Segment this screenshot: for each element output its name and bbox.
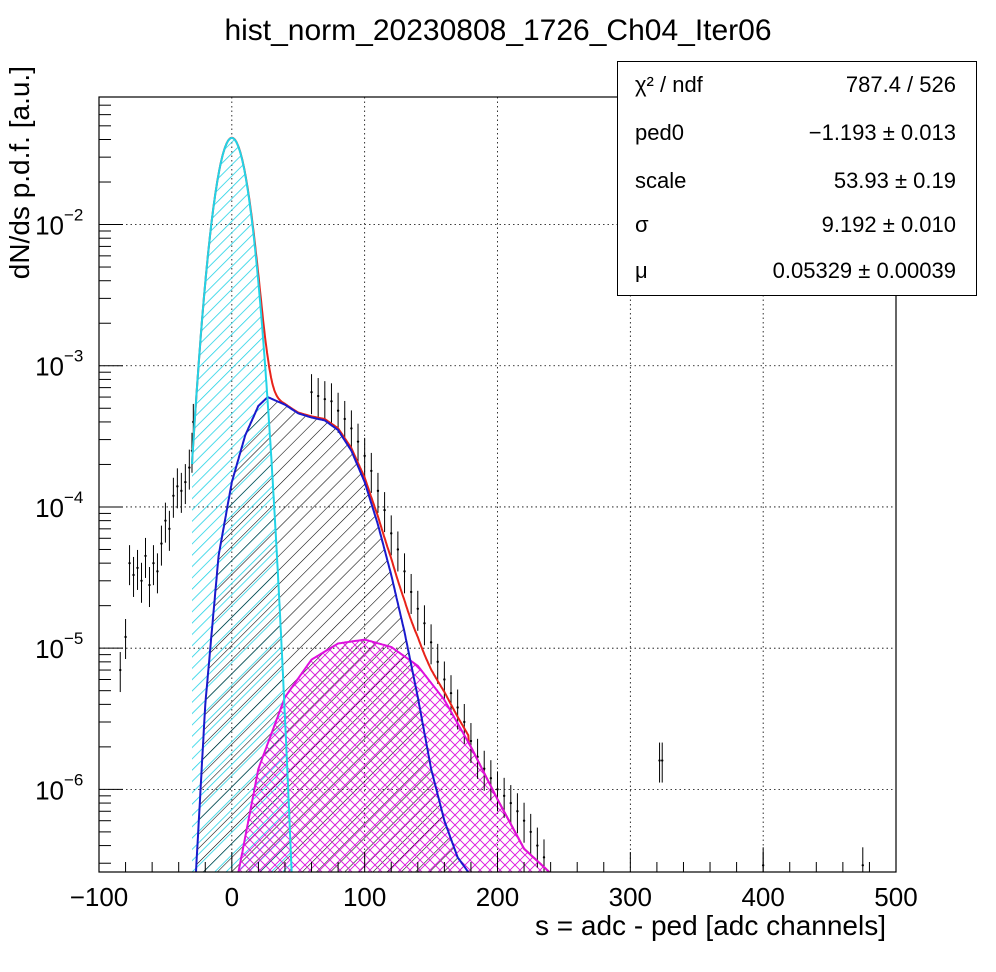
data-point <box>509 801 512 805</box>
data-point <box>136 566 139 570</box>
y-tick-label: 10 <box>35 211 64 241</box>
stats-row-mu: μ 0.05329 ± 0.00039 <box>635 258 956 288</box>
y-tick-label: 10 <box>35 352 64 382</box>
data-point <box>429 641 433 644</box>
x-tick-label: 400 <box>741 882 784 912</box>
stats-value: −1.193 ± 0.013 <box>808 120 956 145</box>
data-point <box>152 561 155 565</box>
data-point <box>148 583 151 587</box>
x-tick-label: 0 <box>225 882 239 912</box>
stats-row-sigma: σ 9.192 ± 0.010 <box>635 212 956 242</box>
x-tick-label: −100 <box>70 882 129 912</box>
data-point <box>483 767 486 770</box>
stats-key: σ <box>635 212 649 237</box>
data-point <box>661 759 664 762</box>
data-point <box>156 570 159 573</box>
data-point <box>658 759 661 762</box>
data-point <box>436 660 439 664</box>
y-tick-exponent: −5 <box>64 629 83 648</box>
data-point <box>128 561 131 565</box>
stats-key: χ² / ndf <box>635 72 703 97</box>
stats-value: 9.192 ± 0.010 <box>821 212 956 237</box>
data-point <box>330 400 333 403</box>
data-point <box>343 417 346 421</box>
y-tick-label: 10 <box>35 493 64 523</box>
stats-key: μ <box>635 258 648 283</box>
data-point <box>522 819 526 822</box>
data-point <box>390 532 393 535</box>
pedestal-curve <box>191 137 293 872</box>
x-tick-label: 500 <box>874 882 917 912</box>
data-point <box>180 489 183 493</box>
data-point <box>336 409 340 412</box>
data-point <box>144 554 147 558</box>
data-point <box>119 668 122 672</box>
data-point <box>140 579 143 582</box>
data-point <box>164 519 167 522</box>
data-point <box>176 485 179 488</box>
data-point <box>861 864 864 867</box>
data-point <box>456 706 459 709</box>
x-tick-label: 100 <box>343 882 386 912</box>
data-point <box>423 622 426 625</box>
data-point <box>516 810 519 813</box>
y-tick-label: 10 <box>35 775 64 805</box>
single-pe-curve <box>195 395 470 872</box>
stats-row-scale: scale 53.93 ± 0.19 <box>635 168 956 198</box>
data-point <box>409 590 413 594</box>
double-pe-fill <box>238 639 550 872</box>
stats-row-chi2: χ² / ndf 787.4 / 526 <box>635 72 956 102</box>
stats-value: 0.05329 ± 0.00039 <box>772 258 956 283</box>
fit-stats-box: χ² / ndf 787.4 / 526 ped0 −1.193 ± 0.013… <box>617 61 977 296</box>
x-axis-label: s = adc - ped [adc channels] <box>535 910 886 941</box>
data-point <box>502 794 506 798</box>
data-point <box>132 573 135 577</box>
data-point <box>168 527 171 531</box>
data-point <box>356 440 360 443</box>
data-point <box>160 542 163 545</box>
chart-title: hist_norm_20230808_1726_Ch04_Iter06 <box>224 14 772 47</box>
stats-value: 787.4 / 526 <box>845 72 956 97</box>
y-tick-exponent: −6 <box>64 770 83 789</box>
data-point <box>469 739 473 743</box>
data-point <box>463 720 466 724</box>
stats-key: scale <box>635 168 687 193</box>
data-point <box>363 454 366 458</box>
data-point <box>124 635 127 639</box>
data-point <box>383 508 386 512</box>
data-point <box>370 469 373 473</box>
data-point <box>350 427 353 430</box>
data-point <box>403 570 406 573</box>
data-point <box>529 830 532 834</box>
stats-value: 53.93 ± 0.19 <box>833 168 956 193</box>
data-point <box>443 678 446 681</box>
data-point <box>536 844 539 847</box>
data-point <box>184 480 187 484</box>
stats-key: ped0 <box>635 120 684 145</box>
data-point <box>310 390 313 394</box>
data-point <box>489 777 493 780</box>
data-point <box>496 788 499 791</box>
x-tick-label: 300 <box>609 882 652 912</box>
y-tick-exponent: −2 <box>64 206 83 225</box>
y-axis-label: dN/ds p.d.f. [a.u.] <box>4 66 35 280</box>
data-point <box>542 856 546 859</box>
x-tick-label: 200 <box>476 882 519 912</box>
data-point <box>316 394 320 398</box>
stats-row-ped0: ped0 −1.193 ± 0.013 <box>635 120 956 150</box>
data-point <box>376 489 380 493</box>
data-point <box>188 466 191 469</box>
data-point <box>449 691 453 695</box>
data-point <box>323 397 327 401</box>
data-point <box>396 548 400 551</box>
data-point <box>172 494 175 497</box>
data-point <box>416 607 419 611</box>
y-tick-exponent: −3 <box>64 347 83 366</box>
data-point <box>114 918 116 920</box>
double-pe-curve <box>237 638 550 872</box>
y-tick-label: 10 <box>35 634 64 664</box>
y-tick-exponent: −4 <box>64 488 83 507</box>
